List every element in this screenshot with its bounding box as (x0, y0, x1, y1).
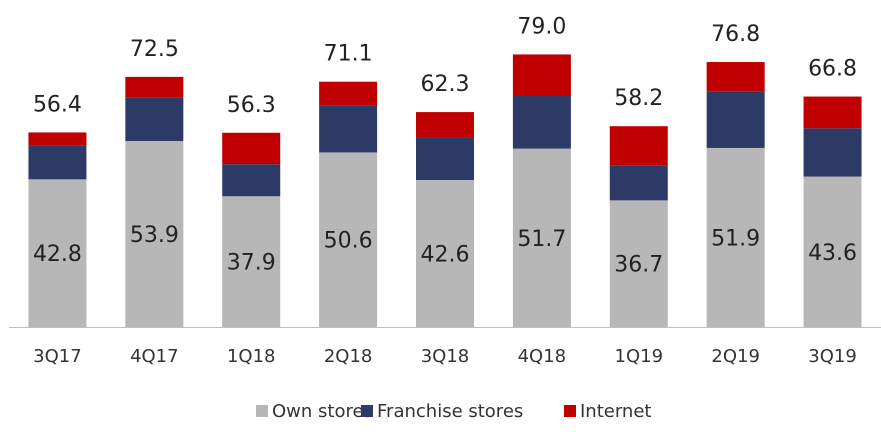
bar-segment (706, 91, 765, 148)
total-label: 72.5 (130, 37, 179, 62)
value-label: 42.6 (421, 243, 470, 268)
bar-segment (319, 105, 378, 153)
bar-segment (803, 176, 862, 327)
total-label: 56.4 (33, 92, 82, 117)
bar-segment (416, 137, 474, 181)
bar-segment (416, 112, 474, 138)
bar-segment (706, 62, 765, 92)
x-tick-label: 4Q17 (130, 346, 179, 367)
bar-segment (803, 128, 862, 177)
bar-segment (512, 148, 571, 327)
value-label: 51.7 (517, 227, 566, 252)
x-tick-label: 1Q19 (615, 346, 664, 367)
bar-segment (706, 147, 765, 327)
value-label: 36.7 (614, 253, 663, 278)
legend-swatch (361, 405, 373, 417)
bar-segment (28, 132, 87, 146)
total-label: 79.0 (517, 14, 566, 39)
x-tick-label: 3Q17 (33, 346, 82, 367)
bar-segment (416, 180, 474, 327)
total-label: 66.8 (808, 57, 857, 82)
bar-segment (512, 95, 571, 149)
x-tick-label: 4Q18 (518, 346, 567, 367)
bar-segment (28, 179, 87, 327)
total-label: 76.8 (711, 22, 760, 47)
legend-swatch (564, 405, 576, 417)
total-label: 71.1 (324, 42, 373, 67)
bar-segment (609, 200, 668, 327)
bar-segment (125, 76, 184, 98)
total-label: 56.3 (227, 93, 276, 118)
total-label: 58.2 (614, 86, 663, 111)
value-label: 37.9 (227, 251, 276, 276)
x-tick-label: 2Q18 (324, 346, 373, 367)
legend-label: Franchise stores (377, 401, 523, 422)
bar-segment (222, 132, 281, 165)
bar-segment (125, 97, 184, 142)
x-tick-label: 2Q19 (711, 346, 760, 367)
x-tick-label: 1Q18 (227, 346, 276, 367)
bar-segment (222, 196, 281, 327)
bar-segment (28, 145, 87, 180)
bar-segment (125, 141, 184, 327)
bar-segment (222, 164, 281, 197)
bar-segment (319, 152, 378, 327)
bar-segment (803, 96, 862, 129)
bar-segment (609, 126, 668, 166)
value-label: 51.9 (711, 226, 760, 251)
legend-label: Own stores (272, 401, 373, 422)
value-label: 53.9 (130, 223, 179, 248)
bar-segment (319, 81, 378, 106)
bar-segment (609, 165, 668, 201)
x-tick-label: 3Q18 (421, 346, 470, 367)
legend-swatch (256, 405, 268, 417)
value-label: 43.6 (808, 241, 857, 266)
legend-label: Internet (580, 401, 651, 422)
value-label: 50.6 (324, 229, 373, 254)
x-tick-label: 3Q19 (808, 346, 857, 367)
total-label: 62.3 (421, 72, 470, 97)
bar-segment (512, 54, 571, 96)
value-label: 42.8 (33, 242, 82, 267)
